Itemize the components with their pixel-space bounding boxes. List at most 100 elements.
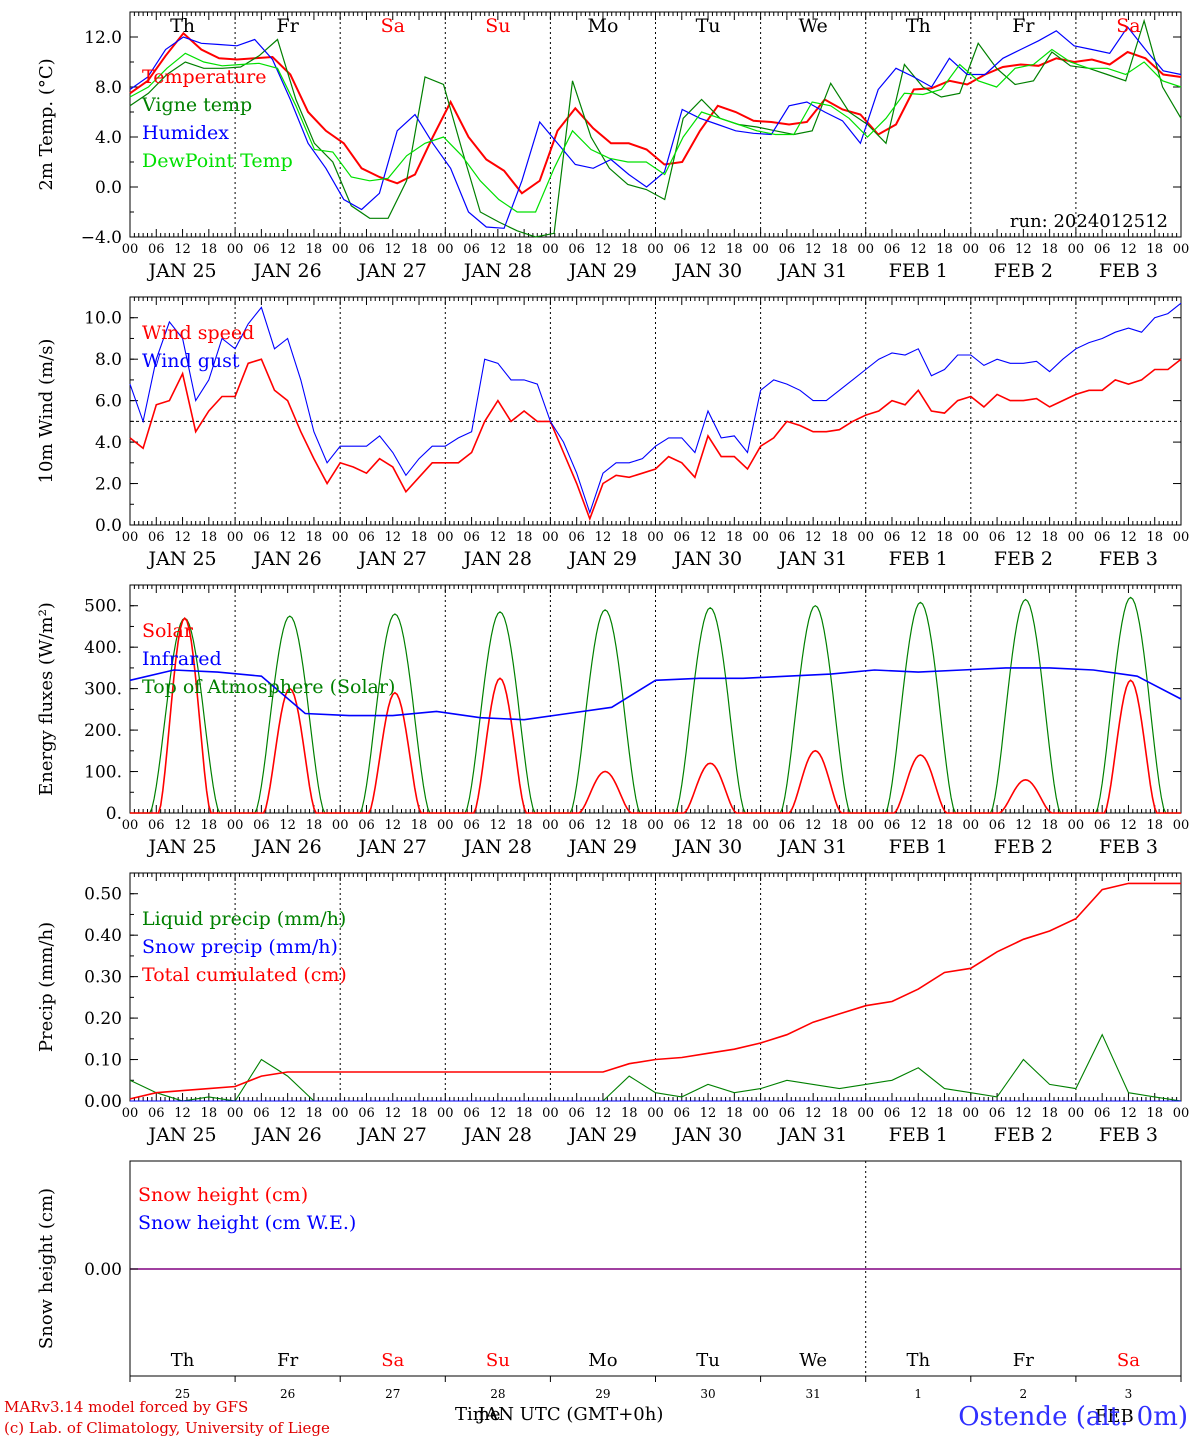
y-tick-label: 8.0 (95, 78, 122, 98)
hour-tick-label: 06 (1094, 242, 1111, 257)
y-tick-label: 0.0 (95, 516, 122, 536)
hour-tick-label: 18 (201, 242, 218, 257)
day-number-label: 28 (490, 1387, 505, 1401)
hour-tick-label: 06 (1094, 818, 1111, 833)
hour-tick-label: 18 (1146, 530, 1163, 545)
hour-tick-label: 06 (674, 530, 691, 545)
hour-tick-label: 18 (726, 530, 743, 545)
weekday-label: Mo (587, 15, 618, 37)
hour-tick-label: 06 (989, 242, 1006, 257)
weekday-label: Su (486, 1350, 510, 1371)
hour-tick-label: 00 (437, 530, 454, 545)
date-label: FEB 1 (889, 260, 948, 282)
hour-tick-label: 18 (201, 818, 218, 833)
date-label: JAN 31 (777, 1124, 847, 1146)
hour-tick-label: 00 (1173, 530, 1190, 545)
hour-tick-label: 00 (1173, 1106, 1190, 1121)
hour-tick-label: 12 (174, 1106, 191, 1121)
hour-tick-label: 12 (700, 530, 717, 545)
hour-tick-label: 00 (752, 1106, 769, 1121)
hour-tick-label: 12 (1120, 818, 1137, 833)
hour-tick-label: 00 (647, 242, 664, 257)
weekday-label: We (799, 1350, 827, 1371)
weekday-label: Sa (1117, 1350, 1140, 1371)
hour-tick-label: 06 (358, 530, 375, 545)
hour-tick-label: 18 (621, 1106, 638, 1121)
date-label: JAN 28 (462, 260, 532, 282)
hour-tick-label: 06 (358, 1106, 375, 1121)
hour-tick-label: 06 (253, 242, 270, 257)
hour-tick-label: 18 (1146, 818, 1163, 833)
hour-tick-label: 06 (568, 530, 585, 545)
date-label: JAN 30 (672, 836, 742, 858)
date-label: FEB 1 (889, 836, 948, 858)
hour-tick-label: 18 (411, 242, 428, 257)
y-tick-label: 0.00 (84, 1260, 122, 1280)
hour-tick-label: 06 (884, 1106, 901, 1121)
weekday-label: Su (485, 15, 510, 37)
legend-entry: Snow height (cm W.E.) (138, 1212, 356, 1234)
hour-tick-label: 12 (700, 818, 717, 833)
date-label: FEB 3 (1099, 836, 1158, 858)
day-number-label: 1 (914, 1387, 922, 1401)
hour-tick-label: 12 (384, 1106, 401, 1121)
hour-tick-label: 00 (1173, 242, 1190, 257)
hour-tick-label: 12 (700, 1106, 717, 1121)
y-tick-label: 0. (106, 804, 122, 824)
hour-tick-label: 12 (490, 242, 507, 257)
hour-tick-label: 18 (726, 1106, 743, 1121)
hour-tick-label: 06 (989, 818, 1006, 833)
hour-tick-label: 12 (384, 242, 401, 257)
hour-tick-label: 12 (595, 530, 612, 545)
hour-tick-label: 00 (227, 1106, 244, 1121)
date-label: FEB 2 (994, 260, 1053, 282)
y-tick-label: 400. (84, 638, 122, 658)
weekday-label: Tu (696, 15, 721, 37)
y-tick-label: 0.20 (84, 1009, 122, 1029)
hour-tick-label: 06 (463, 530, 480, 545)
date-label: JAN 28 (462, 548, 532, 570)
day-number-label: 26 (280, 1387, 295, 1401)
date-label: JAN 27 (357, 836, 427, 858)
hour-tick-label: 06 (463, 818, 480, 833)
hour-tick-label: 00 (227, 530, 244, 545)
panel-3 (129, 584, 1182, 814)
y-tick-label: 6.0 (95, 392, 122, 412)
hour-tick-label: 18 (411, 530, 428, 545)
hour-tick-label: 12 (490, 818, 507, 833)
hour-tick-label: 18 (306, 242, 323, 257)
hour-tick-label: 12 (384, 530, 401, 545)
hour-tick-label: 18 (831, 242, 848, 257)
panel-1 (129, 11, 1182, 238)
legend-entry: DewPoint Temp (142, 150, 293, 172)
hour-tick-label: 06 (674, 1106, 691, 1121)
series-line-temperature (129, 31, 1182, 195)
date-label: JAN 30 (672, 548, 742, 570)
hour-tick-label: 06 (148, 1106, 165, 1121)
hour-tick-label: 12 (910, 242, 927, 257)
hour-tick-label: 00 (752, 818, 769, 833)
legend-entry: Temperature (142, 66, 266, 88)
hour-tick-label: 12 (1015, 1106, 1032, 1121)
y-tick-label: 0.0 (95, 178, 122, 198)
date-label: JAN 27 (357, 260, 427, 282)
date-label: JAN 31 (777, 836, 847, 858)
hour-tick-label: 06 (148, 818, 165, 833)
y-tick-label: 100. (84, 763, 122, 783)
date-label: JAN 27 (357, 1124, 427, 1146)
hour-tick-label: 18 (201, 1106, 218, 1121)
date-label: FEB 2 (994, 836, 1053, 858)
hour-tick-label: 12 (805, 242, 822, 257)
hour-tick-label: 00 (542, 818, 559, 833)
y-tick-label: 0.30 (84, 968, 122, 988)
date-label: JAN 25 (146, 1124, 216, 1146)
hour-tick-label: 12 (910, 530, 927, 545)
weekday-label: Tu (696, 1350, 720, 1371)
y-tick-label: 300. (84, 680, 122, 700)
weekday-label: Mo (588, 1350, 617, 1371)
y-tick-label: 4.0 (95, 433, 122, 453)
weekday-label: Th (171, 1350, 195, 1371)
hour-tick-label: 00 (1068, 242, 1085, 257)
hour-tick-label: 18 (201, 530, 218, 545)
y-axis-label: Snow height (cm) (36, 1188, 57, 1349)
